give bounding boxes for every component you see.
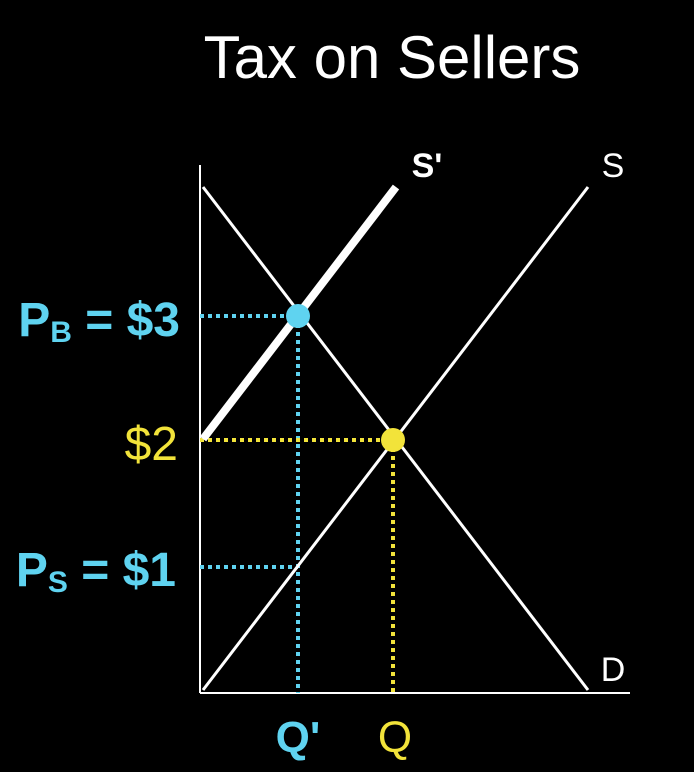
buyer-price-value: = $3 [72,294,180,347]
seller-price-symbol: P [16,544,48,597]
demand-label: D [601,651,626,689]
buyer-price-subscript: B [50,316,72,349]
seller-price-value: = $1 [68,544,176,597]
equilibrium-point [381,428,405,452]
shifted-supply-label: S' [412,147,443,185]
seller-price-subscript: S [48,566,68,599]
supply-label: S [602,147,625,185]
buyer-price-point [286,304,310,328]
equilibrium-quantity-label: Q [378,713,412,762]
taxed-quantity-label: Q' [276,713,321,762]
equilibrium-price-label: $2 [125,418,178,471]
buyer-price-symbol: P [18,294,50,347]
seller-price-label: PS = $1 [16,544,176,599]
diagram-title: Tax on Sellers [204,24,581,91]
buyer-price-label: PB = $3 [18,294,180,349]
